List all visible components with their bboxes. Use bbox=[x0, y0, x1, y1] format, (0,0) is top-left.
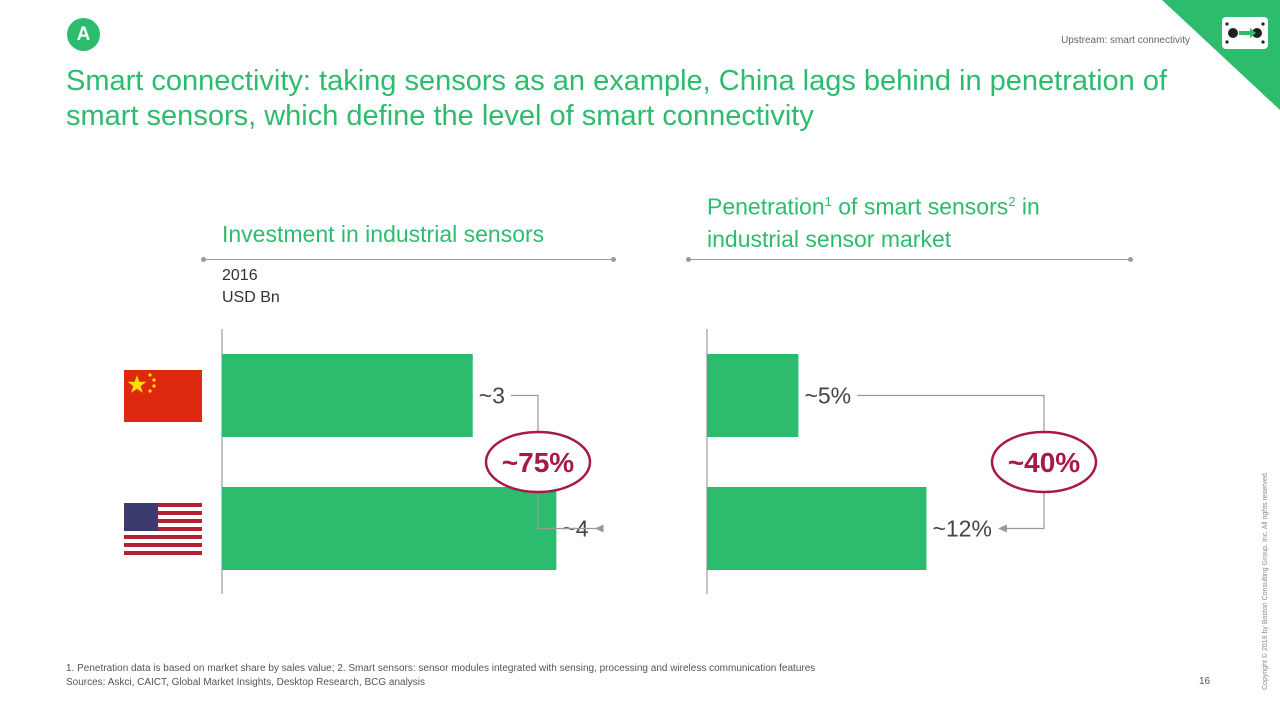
value-label: ~5% bbox=[804, 383, 851, 409]
bcg-logo-icon bbox=[1225, 22, 1265, 44]
difference-oval bbox=[484, 430, 592, 494]
difference-label: ~75% bbox=[502, 447, 574, 478]
value-label: ~12% bbox=[932, 516, 991, 542]
china-flag-icon bbox=[124, 370, 202, 422]
footnotes: 1. Penetration data is based on market s… bbox=[66, 662, 1166, 690]
value-label: ~3 bbox=[479, 383, 505, 409]
unit-currency: USD Bn bbox=[222, 289, 280, 306]
difference-oval bbox=[990, 430, 1098, 494]
unit-label: 2016 USD Bn bbox=[222, 265, 280, 309]
title-part: of smart sensors bbox=[831, 193, 1009, 220]
bar-usa bbox=[222, 487, 557, 570]
usa-flag-icon bbox=[124, 503, 202, 555]
corner-logo bbox=[1162, 0, 1280, 110]
difference-label: ~40% bbox=[1008, 447, 1080, 478]
page-number: 16 bbox=[1199, 676, 1211, 687]
unit-year: 2016 bbox=[222, 267, 258, 284]
divider-rule bbox=[686, 257, 1133, 262]
chart-title-investment: Investment in industrial sensors bbox=[222, 221, 545, 247]
title-part: industrial sensor market bbox=[707, 225, 952, 252]
footnote-definitions: 1. Penetration data is based on market s… bbox=[66, 663, 816, 674]
bar-china bbox=[707, 354, 799, 437]
bar-usa bbox=[707, 487, 927, 570]
chart-title-penetration: Penetration1 of smart sensors2 in indust… bbox=[707, 186, 1040, 255]
section-badge: A bbox=[67, 18, 100, 51]
footnote-marker: 2 bbox=[1008, 194, 1016, 209]
footnote-marker: 1 bbox=[824, 194, 832, 209]
connector-arrowhead bbox=[594, 524, 604, 533]
bar-china bbox=[222, 354, 473, 437]
title-part: Penetration bbox=[707, 193, 825, 220]
sources-line: Sources: Askci, CAICT, Global Market Ins… bbox=[66, 677, 426, 688]
slide-title: Smart connectivity: taking sensors as an… bbox=[66, 65, 1168, 132]
copyright-notice: Copyright © 2019 by Boston Consulting Gr… bbox=[1262, 471, 1269, 690]
connector-arrowhead bbox=[997, 524, 1007, 533]
title-part: in bbox=[1015, 193, 1040, 220]
section-label: Upstream: smart connectivity bbox=[1061, 35, 1190, 46]
divider-rule bbox=[201, 257, 616, 262]
